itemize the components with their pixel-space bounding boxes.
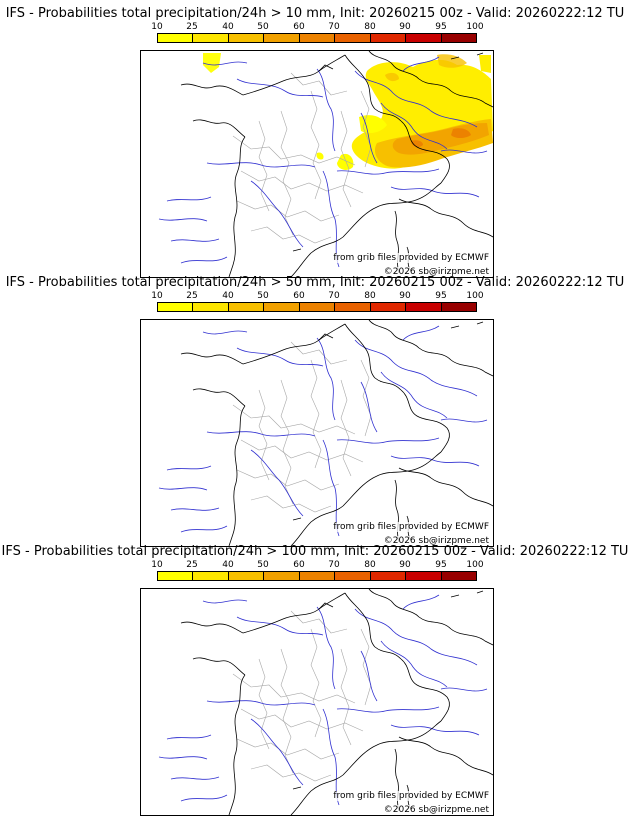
colorbar-tick-label: 40: [222, 22, 234, 32]
colorbar-tick-label: 10: [151, 291, 163, 301]
panel-50mm: IFS - Probabilities total precipitation/…: [0, 275, 630, 547]
colorbar-swatch: [441, 34, 476, 42]
colorbar-labels: 10 25 40 50 60 70 80 90 95 100: [151, 560, 483, 570]
colorbar-swatch: [158, 303, 194, 311]
colorbar-tick-label: 25: [186, 22, 198, 32]
colorbar-tick-label: 10: [151, 22, 163, 32]
colorbar-swatch: [335, 572, 371, 580]
source-credit: from grib files provided by ECMWF: [333, 791, 489, 801]
colorbar-labels: 10 25 40 50 60 70 80 90 95 100: [151, 291, 483, 301]
colorbar-swatch: [299, 303, 336, 311]
colorbar-tick-label: 50: [257, 22, 269, 32]
colorbar-swatch: [335, 34, 371, 42]
colorbar-tick-label: 95: [435, 291, 447, 301]
colorbar: [157, 302, 477, 312]
colorbar-swatch: [158, 572, 194, 580]
colorbar-tick-label: 50: [257, 560, 269, 570]
colorbar-swatch: [441, 303, 476, 311]
map-svg: [158, 51, 493, 277]
colorbar-tick-label: 25: [186, 560, 198, 570]
precip-field: [203, 53, 493, 170]
colorbar-tick-label: 100: [466, 22, 484, 32]
colorbar-swatch: [193, 34, 229, 42]
colorbar-tick-label: 60: [293, 22, 305, 32]
colorbar-swatch: [264, 572, 300, 580]
colorbar-tick-label: 40: [222, 560, 234, 570]
panel-10mm: IFS - Probabilities total precipitation/…: [0, 6, 630, 278]
colorbar-swatch: [264, 303, 300, 311]
colorbar-swatch: [193, 303, 229, 311]
map-svg: [158, 589, 493, 815]
precip-map: from grib files provided by ECMWF ©2026 …: [140, 588, 494, 816]
copyright-credit: ©2026 sb@irizpme.net: [383, 267, 489, 277]
colorbar-swatch: [406, 303, 442, 311]
colorbar-tick-label: 70: [328, 22, 340, 32]
colorbar-tick-label: 80: [364, 22, 376, 32]
colorbar-swatch: [264, 34, 300, 42]
colorbar-swatch: [370, 572, 407, 580]
colorbar-swatch: [299, 572, 336, 580]
colorbar-tick-label: 80: [364, 291, 376, 301]
colorbar-tick-label: 80: [364, 560, 376, 570]
colorbar-swatch: [228, 34, 265, 42]
colorbar-swatch: [370, 34, 407, 42]
colorbar-tick-label: 60: [293, 560, 305, 570]
colorbar-tick-label: 90: [399, 22, 411, 32]
precip-map: from grib files provided by ECMWF ©2026 …: [140, 50, 494, 278]
precip-map: from grib files provided by ECMWF ©2026 …: [140, 319, 494, 547]
panel-title: IFS - Probabilities total precipitation/…: [5, 6, 625, 21]
map-svg: [158, 320, 493, 546]
source-credit: from grib files provided by ECMWF: [333, 522, 489, 532]
colorbar: [157, 571, 477, 581]
colorbar-tick-label: 50: [257, 291, 269, 301]
panel-title: IFS - Probabilities total precipitation/…: [1, 544, 629, 559]
colorbar-swatch: [406, 572, 442, 580]
colorbar-swatch: [335, 303, 371, 311]
colorbar-tick-label: 100: [466, 560, 484, 570]
colorbar-tick-label: 90: [399, 291, 411, 301]
panel-title: IFS - Probabilities total precipitation/…: [5, 275, 625, 290]
colorbar-swatch: [406, 34, 442, 42]
colorbar-tick-label: 70: [328, 291, 340, 301]
colorbar-tick-label: 10: [151, 560, 163, 570]
colorbar-tick-label: 95: [435, 22, 447, 32]
colorbar-swatch: [158, 34, 194, 42]
panel-100mm: IFS - Probabilities total precipitation/…: [0, 544, 630, 816]
colorbar-tick-label: 100: [466, 291, 484, 301]
colorbar-labels: 10 25 40 50 60 70 80 90 95 100: [151, 22, 483, 32]
colorbar-swatch: [370, 303, 407, 311]
colorbar-swatch: [228, 303, 265, 311]
copyright-credit: ©2026 sb@irizpme.net: [383, 536, 489, 546]
copyright-credit: ©2026 sb@irizpme.net: [383, 805, 489, 815]
colorbar-tick-label: 90: [399, 560, 411, 570]
colorbar: [157, 33, 477, 43]
colorbar-swatch: [441, 572, 476, 580]
colorbar-tick-label: 40: [222, 291, 234, 301]
colorbar-swatch: [228, 572, 265, 580]
colorbar-tick-label: 70: [328, 560, 340, 570]
colorbar-tick-label: 60: [293, 291, 305, 301]
source-credit: from grib files provided by ECMWF: [333, 253, 489, 263]
colorbar-swatch: [193, 572, 229, 580]
colorbar-swatch: [299, 34, 336, 42]
colorbar-tick-label: 25: [186, 291, 198, 301]
colorbar-tick-label: 95: [435, 560, 447, 570]
